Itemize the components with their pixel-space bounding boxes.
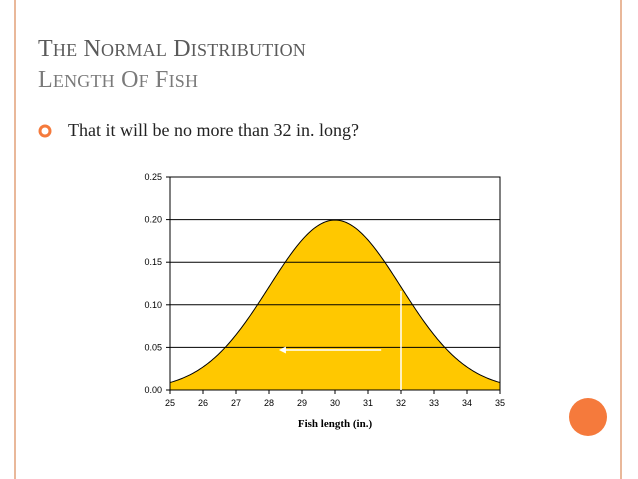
y-tick-label: 0.20 [144,215,162,225]
y-tick-label: 0.05 [144,342,162,352]
slide-title: THE NORMAL DISTRIBUTION LENGTH OF FISH [38,34,306,96]
x-tick-label: 31 [363,398,373,408]
x-tick-label: 32 [396,398,406,408]
y-tick-label: 0.25 [144,172,162,182]
x-tick-label: 26 [198,398,208,408]
x-tick-label: 30 [330,398,340,408]
x-tick-label: 35 [495,398,505,408]
title-line-1: THE NORMAL DISTRIBUTION [38,36,306,62]
title-line-2: LENGTH OF FISH [38,67,199,93]
x-tick-label: 33 [429,398,439,408]
x-tick-label: 29 [297,398,307,408]
x-axis-label: Fish length (in.) [298,418,373,430]
y-tick-label: 0.15 [144,257,162,267]
orange-circle-decoration [569,398,607,436]
arrow-head [278,346,286,354]
bullet-ring-icon [38,124,52,137]
x-tick-label: 25 [165,398,175,408]
bullet-item: That it will be no more than 32 in. long… [38,120,359,141]
x-tick-label: 28 [264,398,274,408]
slide-frame-left [14,0,16,479]
bullet-text: That it will be no more than 32 in. long… [68,120,359,140]
x-tick-label: 27 [231,398,241,408]
slide-frame-right [620,0,622,479]
x-tick-label: 34 [462,398,472,408]
y-tick-label: 0.10 [144,300,162,310]
y-tick-label: 0.00 [144,385,162,395]
